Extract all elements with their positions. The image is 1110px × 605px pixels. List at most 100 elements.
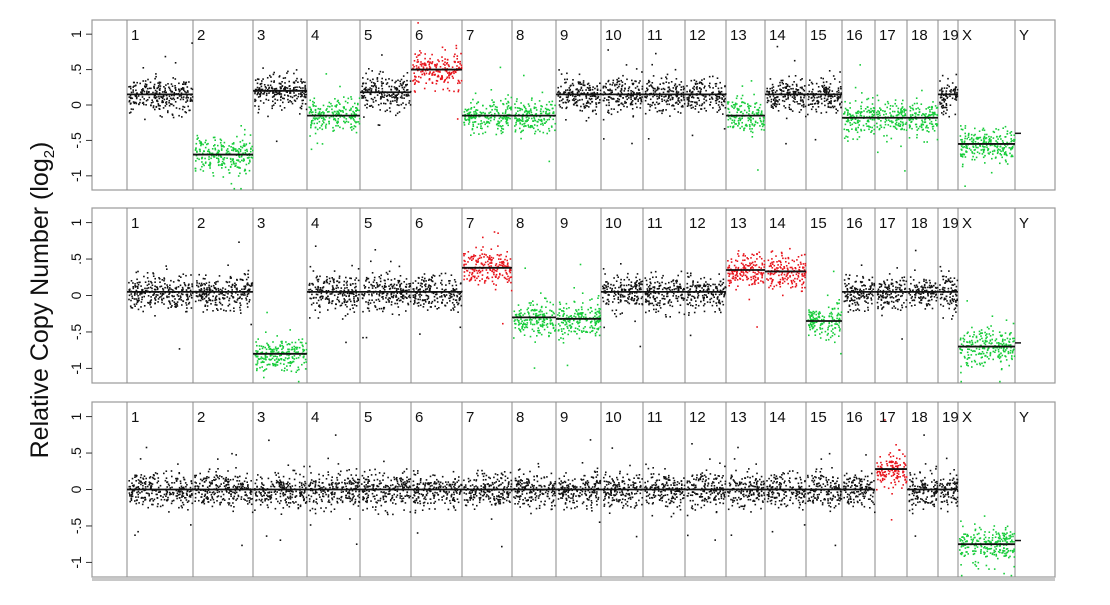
probe-points-7	[463, 469, 513, 548]
chromosome-label-9: 9	[560, 27, 568, 44]
probe-points-2	[194, 125, 254, 190]
chromosome-label-13: 13	[730, 409, 747, 426]
chromosome-label-3: 3	[257, 409, 265, 426]
chromosome-label-5: 5	[364, 27, 372, 44]
probe-points-7	[463, 231, 513, 325]
y-axis-label-subscript: 2	[41, 150, 58, 158]
y-axis-label-main: Relative Copy Number (log	[26, 158, 54, 458]
chromosome-label-Y: Y	[1019, 215, 1029, 232]
chromosome-label-16: 16	[846, 27, 863, 44]
chromosome-label-14: 14	[769, 409, 786, 426]
chromosome-label-X: X	[962, 27, 972, 44]
chromosome-label-14: 14	[769, 215, 786, 232]
chromosome-label-11: 11	[647, 409, 663, 426]
y-tick-label: -.5	[68, 132, 84, 149]
chromosome-label-6: 6	[415, 27, 423, 44]
chromosome-label-10: 10	[605, 409, 622, 426]
chromosome-label-5: 5	[364, 215, 372, 232]
chromosome-label-15: 15	[810, 409, 827, 426]
panel-1: 1.50-.5-11 2 3 4 5 6 7 8 9 10 11 12 13 14 15 16 17 18 19 X Y	[68, 19, 1056, 191]
panel-3: 1.50-.5-11 2 3 4 5 6 7 8 9 10 11 12 13 14 15 16 17 18 19 X Y	[68, 401, 1056, 578]
probe-points-7	[463, 66, 513, 136]
y-tick-label: .5	[68, 64, 84, 76]
chromosome-label-19: 19	[942, 27, 959, 44]
chromosome-label-11: 11	[647, 215, 663, 232]
chromosome-label-1: 1	[131, 27, 139, 44]
chromosome-label-17: 17	[879, 27, 896, 44]
chromosome-label-1: 1	[131, 215, 139, 232]
y-axis-label-close: )	[26, 142, 54, 150]
probe-points-13	[727, 446, 766, 536]
chromosome-label-18: 18	[911, 215, 928, 232]
chromosome-label-1: 1	[131, 409, 139, 426]
chromosome-label-7: 7	[466, 27, 474, 44]
chromosome-label-15: 15	[810, 27, 827, 44]
y-tick-label: 0	[68, 485, 84, 493]
y-tick-label: -.5	[68, 324, 84, 341]
chromosome-label-13: 13	[730, 215, 747, 232]
probe-points-X	[959, 300, 1016, 383]
chromosome-label-9: 9	[560, 215, 568, 232]
y-tick-label: -1	[68, 556, 84, 569]
probe-points-5	[361, 460, 412, 516]
chromosome-label-18: 18	[911, 27, 928, 44]
chromosome-label-2: 2	[197, 27, 205, 44]
chromosome-label-6: 6	[415, 215, 423, 232]
probe-points-19	[939, 457, 959, 513]
chromosome-label-12: 12	[689, 27, 706, 44]
chromosome-label-9: 9	[560, 409, 568, 426]
probe-points-16	[843, 64, 876, 142]
chromosome-label-2: 2	[197, 215, 205, 232]
probe-points-X	[959, 515, 1016, 577]
chromosome-label-15: 15	[810, 215, 827, 232]
chromosome-label-5: 5	[364, 409, 372, 426]
probe-points-3	[254, 67, 308, 143]
probe-points-15	[807, 452, 843, 547]
y-tick-label: .5	[68, 447, 84, 459]
probe-points-6	[412, 470, 463, 534]
y-tick-label: .5	[68, 253, 84, 265]
chromosome-label-8: 8	[516, 215, 524, 232]
chromosome-label-4: 4	[311, 409, 319, 426]
probe-points-6	[412, 22, 463, 120]
y-tick-label: 0	[68, 101, 84, 109]
probe-points-X	[959, 125, 1016, 187]
chromosome-label-16: 16	[846, 409, 863, 426]
chromosome-label-12: 12	[689, 409, 706, 426]
chromosome-label-17: 17	[879, 409, 896, 426]
panels: 1.50-.5-11 2 3 4 5 6 7 8 9 10 11 12 13 14 15 16 17 18 19 X Y…	[68, 19, 1056, 581]
y-tick-label: -1	[68, 362, 84, 375]
chromosome-label-16: 16	[846, 215, 863, 232]
probe-points-2	[194, 452, 254, 547]
chromosome-label-8: 8	[516, 409, 524, 426]
chromosome-label-7: 7	[466, 409, 474, 426]
chromosome-label-X: X	[962, 215, 972, 232]
chromosome-label-4: 4	[311, 215, 319, 232]
y-tick-label: 1	[68, 218, 84, 226]
probe-points-5	[361, 249, 412, 339]
probe-points-16	[843, 264, 876, 313]
chromosome-label-10: 10	[605, 215, 622, 232]
chromosome-label-11: 11	[647, 27, 663, 44]
chromosome-label-12: 12	[689, 215, 706, 232]
chromosome-label-13: 13	[730, 27, 747, 44]
y-tick-label: -1	[68, 169, 84, 182]
probe-points-14	[766, 45, 807, 145]
probe-points-11	[644, 52, 686, 140]
chromosome-label-19: 19	[942, 409, 959, 426]
panel-2: 1.50-.5-11 2 3 4 5 6 7 8 9 10 11 12 13 14 15 16 17 18 19 X Y	[68, 207, 1056, 384]
chromosome-label-14: 14	[769, 27, 786, 44]
chromosome-label-7: 7	[466, 215, 474, 232]
chromosome-label-8: 8	[516, 27, 524, 44]
probe-points-2	[194, 241, 254, 326]
probe-points-1	[128, 446, 194, 536]
y-tick-label: 0	[68, 291, 84, 299]
chromosome-label-10: 10	[605, 27, 622, 44]
chromosome-label-Y: Y	[1019, 27, 1029, 44]
chromosome-label-19: 19	[942, 215, 959, 232]
chromosome-label-3: 3	[257, 27, 265, 44]
bottom-shadow	[92, 578, 1055, 581]
y-tick-label: 1	[68, 30, 84, 38]
chromosome-label-17: 17	[879, 215, 896, 232]
